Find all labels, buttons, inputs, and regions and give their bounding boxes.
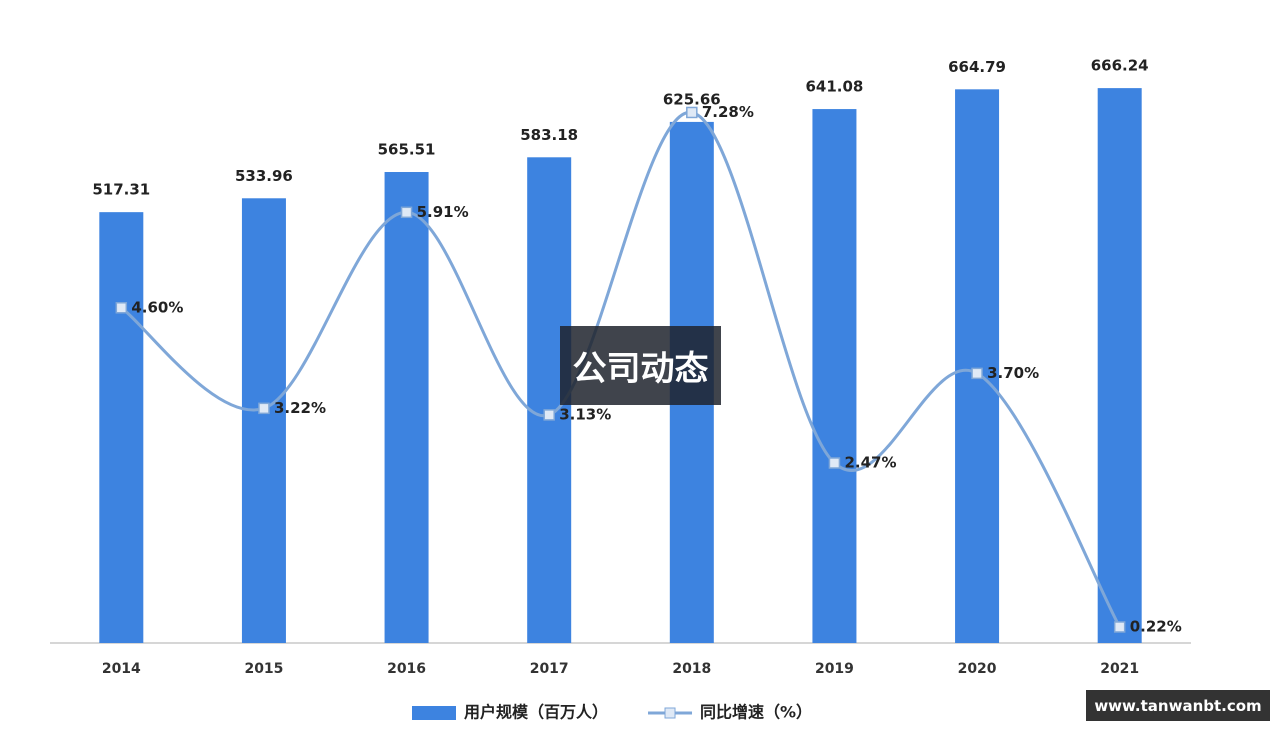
legend-label: 同比增速（%）: [700, 703, 812, 722]
bar: [955, 89, 1000, 644]
line-value-label: 3.22%: [274, 399, 326, 417]
line-marker: [828, 457, 841, 469]
bar: [241, 198, 286, 643]
bar-value-label: 666.24: [1091, 57, 1149, 75]
legend-swatch: [412, 706, 456, 720]
bar-value-label: 533.96: [235, 167, 293, 185]
line-value-label: 3.70%: [987, 364, 1039, 382]
line-value-label: 3.13%: [559, 405, 611, 423]
line-marker: [115, 302, 128, 314]
line-marker: [1113, 621, 1126, 633]
line-value-label: 5.91%: [417, 203, 469, 221]
line-value-label: 2.47%: [844, 453, 896, 471]
bar: [99, 212, 144, 644]
line-value-label: 7.28%: [702, 103, 754, 121]
x-tick-label: 2019: [815, 661, 854, 677]
x-tick-label: 2016: [387, 661, 426, 677]
line-value-label: 0.22%: [1130, 617, 1182, 635]
x-tick-label: 2017: [530, 661, 569, 677]
line-marker: [258, 402, 270, 415]
x-tick-label: 2015: [244, 661, 283, 677]
legend-label: 用户规模（百万人）: [464, 703, 608, 722]
line-marker: [971, 367, 983, 380]
line-marker: [543, 409, 555, 421]
bar-value-label: 517.31: [92, 181, 150, 199]
legend-swatch: [664, 707, 676, 719]
x-tick-label: 2021: [1100, 661, 1139, 677]
bar: [812, 109, 857, 643]
watermark[interactable]: www.tanwanbt.com: [1086, 690, 1270, 721]
x-tick-label: 2020: [958, 661, 997, 677]
line-marker: [400, 206, 413, 219]
bar-value-label: 565.51: [378, 141, 436, 159]
bar-value-label: 583.18: [520, 126, 578, 144]
bar: [1097, 88, 1142, 644]
x-tick-label: 2014: [102, 661, 141, 677]
line: [120, 110, 1121, 628]
bar-value-label: 641.08: [805, 78, 863, 96]
bar-value-label: 625.66: [663, 90, 721, 108]
bar: [384, 172, 429, 643]
line-marker: [686, 106, 698, 119]
x-tick-label: 2018: [672, 661, 711, 677]
bar-value-label: 664.79: [948, 58, 1006, 76]
overlay-text: 公司动态: [560, 326, 721, 405]
line-value-label: 4.60%: [131, 298, 183, 316]
